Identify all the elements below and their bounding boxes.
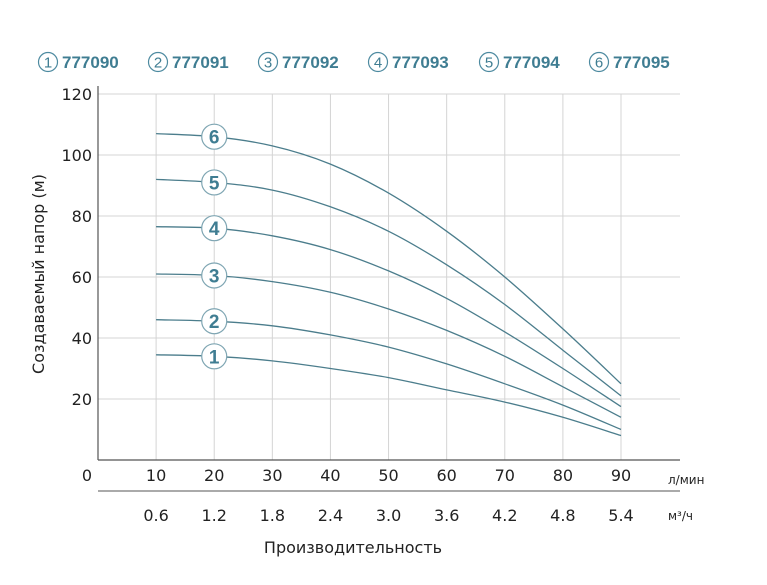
curve-label-5: 5 — [209, 173, 220, 194]
curve-label-marker-4 — [201, 215, 228, 242]
x-ticks: 0 10 20 30 40 50 60 70 80 90 — [82, 466, 631, 485]
legend-marker-3 — [257, 51, 279, 73]
x2-unit-label: м³/ч — [668, 509, 693, 523]
x-tick-label-50: 50 — [378, 466, 398, 485]
curve-label-4: 4 — [209, 219, 220, 240]
x2-tick-label-1.8: 1.8 — [260, 506, 285, 525]
legend-model-3: 777092 — [282, 53, 339, 72]
legend-model-1: 777090 — [62, 53, 119, 72]
x2-tick-label-4.8: 4.8 — [550, 506, 575, 525]
y-tick-label-80: 80 — [72, 207, 92, 226]
legend-model-6: 777095 — [613, 53, 670, 72]
x-tick-label-0: 0 — [82, 466, 92, 485]
legend-marker-1 — [37, 51, 59, 73]
curve-label-marker-5 — [201, 169, 228, 196]
legend: 1 777090 2 777091 3 777092 4 777093 5 777094 6 7770… — [37, 51, 670, 73]
legend-number-1: 1 — [44, 55, 52, 72]
legend-model-5: 777094 — [503, 53, 560, 72]
curve-label-marker-6 — [201, 123, 228, 150]
series-line-6 — [156, 132, 622, 385]
y-tick-label-40: 40 — [72, 329, 92, 348]
curve-label-marker-3 — [201, 262, 228, 289]
y-tick-label-20: 20 — [72, 390, 92, 409]
series-line-1 — [156, 354, 622, 437]
legend-marker-2 — [147, 51, 169, 73]
curve-label-marker-1 — [201, 343, 228, 370]
curve-label-2: 2 — [209, 312, 220, 333]
x-tick-label-80: 80 — [553, 466, 573, 485]
x-tick-label-90: 90 — [611, 466, 631, 485]
y-tick-label-100: 100 — [61, 146, 92, 165]
x-tick-label-60: 60 — [436, 466, 456, 485]
x2-tick-label-1.2: 1.2 — [201, 506, 226, 525]
x2-tick-label-3.0: 3.0 — [376, 506, 401, 525]
legend-number-3: 3 — [264, 55, 272, 72]
x2-tick-label-0.6: 0.6 — [143, 506, 168, 525]
series-line-3 — [156, 273, 622, 418]
legend-model-4: 777093 — [392, 53, 449, 72]
curve-label-6: 6 — [209, 128, 220, 149]
x-tick-label-70: 70 — [495, 466, 515, 485]
legend-marker-5 — [478, 51, 500, 73]
y-tick-label-120: 120 — [61, 85, 92, 104]
x-axis-title: Производительность — [264, 538, 442, 557]
x2-tick-label-3.6: 3.6 — [434, 506, 459, 525]
x-tick-label-10: 10 — [146, 466, 166, 485]
grid — [98, 93, 680, 460]
series-line-5 — [156, 178, 622, 397]
curve-label-1: 1 — [209, 347, 220, 368]
legend-number-4: 4 — [374, 55, 382, 72]
y-axis-title: Создаваемый напор (м) — [29, 174, 48, 374]
series-line-2 — [156, 319, 622, 431]
x2-tick-label-2.4: 2.4 — [318, 506, 343, 525]
legend-number-2: 2 — [154, 55, 162, 72]
x-tick-label-30: 30 — [262, 466, 282, 485]
series-line-4 — [156, 226, 622, 408]
y-tick-label-60: 60 — [72, 268, 92, 287]
x2-tick-label-4.2: 4.2 — [492, 506, 517, 525]
x2-tick-label-5.4: 5.4 — [608, 506, 633, 525]
x2-ticks: 0.6 1.2 1.8 2.4 3.0 3.6 4.2 4.8 5.4 — [143, 506, 633, 525]
legend-marker-4 — [367, 51, 389, 73]
y-ticks: 20 40 60 80 100 120 — [61, 85, 92, 409]
curve-label-marker-2 — [201, 308, 228, 335]
x-unit-label: л/мин — [668, 473, 704, 487]
x-tick-label-20: 20 — [204, 466, 224, 485]
legend-number-5: 5 — [485, 55, 493, 72]
legend-number-6: 6 — [595, 55, 603, 72]
legend-model-2: 777091 — [172, 53, 229, 72]
x-tick-label-40: 40 — [320, 466, 340, 485]
legend-marker-6 — [588, 51, 610, 73]
curve-labels: 1 2 3 4 5 6 — [201, 123, 228, 370]
curve-label-3: 3 — [209, 266, 220, 287]
series-group — [156, 132, 622, 437]
axes — [97, 86, 680, 492]
